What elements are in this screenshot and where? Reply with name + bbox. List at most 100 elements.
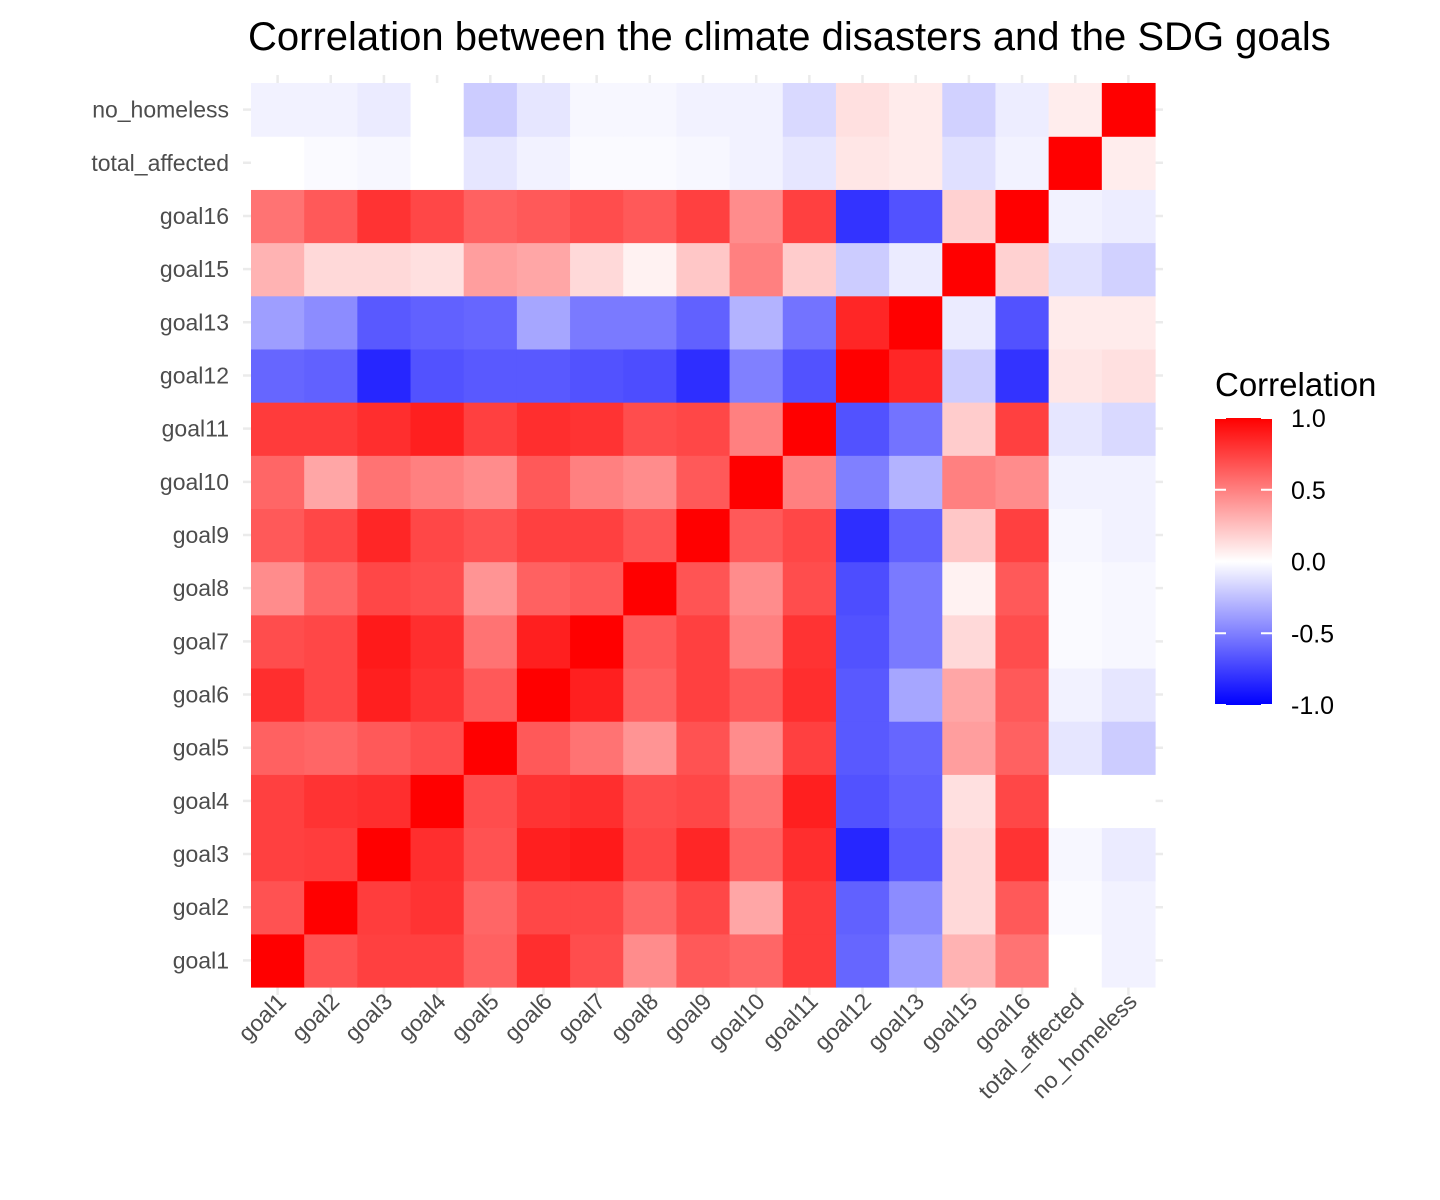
heatmap-cell-goal2-goal1 xyxy=(251,880,305,935)
heatmap-cell-goal4-goal10 xyxy=(729,774,784,829)
heatmap-cell-goal7-goal6 xyxy=(516,614,571,669)
heatmap-cell-goal4-goal9 xyxy=(676,774,731,829)
heatmap-cell-goal10-goal2 xyxy=(304,455,358,510)
heatmap-cell-goal2-goal12 xyxy=(835,880,890,935)
heatmap-cell-total_affected-goal8 xyxy=(623,136,678,190)
heatmap-cell-total_affected-goal6 xyxy=(516,136,571,190)
heatmap-cell-goal2-total_affected xyxy=(1048,880,1103,935)
heatmap-cell-goal2-goal6 xyxy=(516,880,571,935)
heatmap-cell-goal13-goal12 xyxy=(835,295,890,350)
chart-title: Correlation between the climate disaster… xyxy=(248,15,1331,59)
heatmap-cell-goal12-goal11 xyxy=(782,348,837,403)
heatmap-cell-goal10-goal8 xyxy=(623,455,678,510)
heatmap-cell-goal12-goal4 xyxy=(410,348,465,403)
y-tick-label-goal6: goal6 xyxy=(173,682,229,708)
x-tick-label-goal10: goal10 xyxy=(702,988,769,1055)
heatmap-cell-goal2-goal11 xyxy=(782,880,837,935)
heatmap-cell-goal7-goal10 xyxy=(729,614,784,669)
heatmap-cell-goal12-goal8 xyxy=(623,348,678,403)
heatmap-cell-goal7-goal1 xyxy=(251,614,305,669)
y-axis-tick-labels: goal1 goal2 goal3 goal4 goal5 goal6 goal7 goal8… xyxy=(91,97,229,974)
heatmap-cell-goal2-goal7 xyxy=(570,880,624,935)
heatmap-cell-total_affected-goal13 xyxy=(889,136,943,190)
heatmap-cell-goal12-goal7 xyxy=(570,348,624,403)
heatmap-cell-goal16-goal10 xyxy=(729,189,784,244)
heatmap-cell-goal8-goal15 xyxy=(942,561,997,616)
heatmap-cell-goal12-no_homeless xyxy=(1101,348,1156,403)
heatmap-cell-goal11-goal13 xyxy=(889,402,943,456)
heatmap-cell-goal3-goal16 xyxy=(995,827,1050,882)
heatmap-cell-goal16-goal5 xyxy=(463,189,518,244)
heatmap-cell-goal1-goal10 xyxy=(729,933,784,988)
heatmap-cell-goal6-goal5 xyxy=(463,667,518,722)
heatmap-cell-goal1-goal3 xyxy=(357,933,412,988)
heatmap-cell-goal6-goal9 xyxy=(676,667,731,722)
heatmap-cell-goal3-goal6 xyxy=(516,827,571,882)
heatmap-cell-goal13-goal10 xyxy=(729,295,784,350)
heatmap-cell-goal6-total_affected xyxy=(1048,667,1103,722)
heatmap-cell-goal13-goal6 xyxy=(516,295,571,350)
heatmap-cell-goal8-goal5 xyxy=(463,561,518,616)
heatmap-cell-goal7-goal8 xyxy=(623,614,678,669)
heatmap-cell-goal12-goal12 xyxy=(835,348,890,403)
heatmap-cell-goal4-goal6 xyxy=(516,774,571,829)
heatmap-cell-goal1-goal12 xyxy=(835,933,890,988)
heatmap-cell-goal3-goal7 xyxy=(570,827,624,882)
heatmap-cell-goal2-goal4 xyxy=(410,880,465,935)
heatmap-cell-goal10-goal16 xyxy=(995,455,1050,510)
heatmap-cell-total_affected-no_homeless xyxy=(1101,136,1156,190)
heatmap-cell-goal15-goal3 xyxy=(357,242,412,297)
heatmap-cell-goal12-goal9 xyxy=(676,348,731,403)
heatmap-cell-goal6-goal8 xyxy=(623,667,678,722)
x-tick-label-goal5: goal5 xyxy=(446,988,504,1046)
heatmap-cell-goal10-total_affected xyxy=(1048,455,1103,510)
heatmap-cell-goal13-goal16 xyxy=(995,295,1050,350)
heatmap-cell-goal5-goal3 xyxy=(357,721,412,775)
heatmap-cell-goal12-goal3 xyxy=(357,348,412,403)
heatmap-cell-no_homeless-goal2 xyxy=(304,83,358,137)
heatmap-cell-goal11-goal5 xyxy=(463,402,518,456)
heatmap-cell-goal16-goal12 xyxy=(835,189,890,244)
heatmap-cell-goal7-goal13 xyxy=(889,614,943,669)
heatmap-cell-goal1-no_homeless xyxy=(1101,933,1156,988)
heatmap-cell-goal16-goal6 xyxy=(516,189,571,244)
heatmap-cell-goal8-goal7 xyxy=(570,561,624,616)
heatmap-cell-goal13-goal5 xyxy=(463,295,518,350)
heatmap-cell-goal8-goal13 xyxy=(889,561,943,616)
legend-tick-label: 0.0 xyxy=(1291,549,1326,577)
heatmap-cell-goal16-goal16 xyxy=(995,189,1050,244)
heatmap-cell-goal4-goal8 xyxy=(623,774,678,829)
heatmap-cell-goal7-goal7 xyxy=(570,614,624,669)
heatmap-cell-goal2-goal2 xyxy=(304,880,358,935)
x-tick-label-goal1: goal1 xyxy=(233,988,291,1046)
x-tick-label-goal15: goal15 xyxy=(915,988,982,1055)
heatmap-cell-goal1-total_affected xyxy=(1048,933,1103,988)
heatmap-cell-goal1-goal2 xyxy=(304,933,358,988)
heatmap-cell-goal6-goal4 xyxy=(410,667,465,722)
heatmap-cell-goal12-goal1 xyxy=(251,348,305,403)
heatmap-cell-goal16-goal8 xyxy=(623,189,678,244)
heatmap-cell-goal8-goal2 xyxy=(304,561,358,616)
heatmap-cell-goal10-goal10 xyxy=(729,455,784,510)
heatmap-cell-goal11-goal10 xyxy=(729,402,784,456)
heatmap-cell-goal5-no_homeless xyxy=(1101,721,1156,775)
x-tick-label-goal8: goal8 xyxy=(605,988,663,1046)
heatmap-cell-no_homeless-goal13 xyxy=(889,83,943,137)
heatmap-cell-goal16-goal3 xyxy=(357,189,412,244)
heatmap-cell-goal11-goal6 xyxy=(516,402,571,456)
heatmap-cell-goal10-goal11 xyxy=(782,455,837,510)
y-tick-label-goal1: goal1 xyxy=(173,947,229,973)
heatmap-cell-goal3-goal15 xyxy=(942,827,997,882)
heatmap-cell-goal3-goal5 xyxy=(463,827,518,882)
heatmap-cell-goal1-goal16 xyxy=(995,933,1050,988)
heatmap-cell-goal2-no_homeless xyxy=(1101,880,1156,935)
heatmap-cell-no_homeless-goal5 xyxy=(463,83,518,137)
heatmap-cell-goal5-goal2 xyxy=(304,721,358,775)
heatmap-cell-goal12-goal2 xyxy=(304,348,358,403)
heatmap-cell-goal10-goal3 xyxy=(357,455,412,510)
heatmap-cell-goal8-goal8 xyxy=(623,561,678,616)
y-tick-label-goal2: goal2 xyxy=(173,894,229,920)
legend-tick-label: 0.5 xyxy=(1291,477,1326,505)
y-tick-label-goal7: goal7 xyxy=(173,628,229,654)
